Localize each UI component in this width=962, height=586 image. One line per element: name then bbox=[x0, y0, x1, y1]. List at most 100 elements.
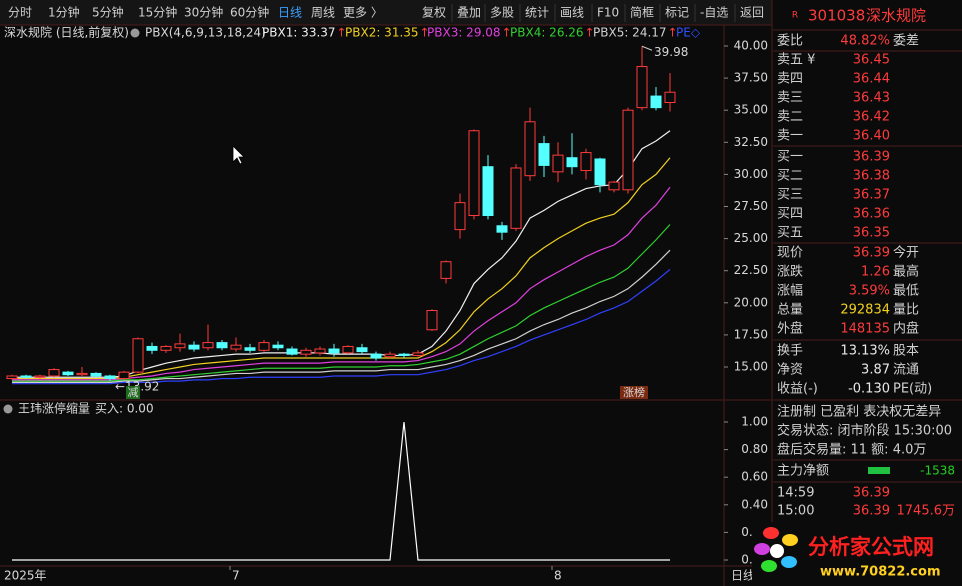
candle bbox=[580, 148, 592, 180]
candle-body bbox=[622, 109, 634, 191]
row-value: 36.39 bbox=[853, 486, 890, 501]
row-value: 1.26 bbox=[861, 265, 890, 280]
row-label: 卖五 ¥ bbox=[777, 53, 815, 68]
toolbar-tab[interactable]: 日线 bbox=[278, 6, 302, 20]
indicator-icon[interactable] bbox=[3, 404, 13, 414]
stock-title: 深水规院 (日线,前复权) bbox=[4, 25, 129, 40]
toolbar-tab[interactable]: 更多 〉 bbox=[343, 6, 383, 20]
logo-petal bbox=[754, 543, 770, 555]
candle-body bbox=[34, 375, 46, 378]
toolbar-button[interactable]: F10 bbox=[597, 6, 619, 20]
candle bbox=[258, 340, 270, 352]
y-tick-label: 25.00 bbox=[734, 231, 768, 245]
toolbar-tab[interactable]: 周线 bbox=[311, 6, 335, 20]
candle-body bbox=[608, 181, 620, 191]
row-label: 卖一 bbox=[777, 129, 803, 144]
candle-body bbox=[202, 342, 214, 349]
candle-body bbox=[48, 369, 60, 377]
row-label: 涨幅 bbox=[777, 284, 803, 299]
row-label: 买五 bbox=[777, 226, 803, 241]
candle-body bbox=[146, 345, 158, 351]
period-label: 日线 bbox=[731, 569, 755, 583]
candle bbox=[6, 374, 18, 380]
candle-body bbox=[538, 143, 550, 166]
candle-body bbox=[524, 121, 536, 177]
candle-body bbox=[468, 130, 480, 216]
candle bbox=[328, 343, 340, 357]
row-value: 36.42 bbox=[853, 110, 890, 125]
indicator-icon[interactable] bbox=[130, 28, 140, 38]
logo-petal bbox=[781, 556, 797, 568]
toolbar-button[interactable]: 统计 bbox=[525, 6, 549, 20]
candle bbox=[286, 346, 298, 356]
toolbar-button[interactable]: 复权 bbox=[422, 6, 446, 20]
candle-body bbox=[230, 344, 242, 350]
candle-body bbox=[398, 353, 410, 356]
candle bbox=[230, 337, 242, 352]
toolbar-tab[interactable]: 5分钟 bbox=[92, 5, 124, 20]
toolbar-tab[interactable]: 1分钟 bbox=[48, 5, 80, 20]
candle-body bbox=[580, 152, 592, 172]
candle-body bbox=[286, 348, 298, 355]
candle-body bbox=[342, 345, 354, 354]
candle bbox=[468, 129, 480, 220]
indicator-line bbox=[12, 421, 670, 561]
row-extra: 最低 bbox=[893, 284, 919, 299]
row-label: 14:59 bbox=[777, 486, 814, 501]
candle bbox=[510, 164, 522, 231]
watermark-url: www.70822.com bbox=[820, 565, 941, 580]
signal-label: 涨榜 bbox=[623, 385, 645, 399]
candle bbox=[454, 193, 466, 239]
logo-petal bbox=[763, 527, 779, 539]
row-value: 36.36 bbox=[853, 207, 890, 222]
annotation-leader bbox=[641, 45, 653, 51]
candle-body bbox=[650, 95, 662, 109]
row-label: 买四 bbox=[777, 207, 803, 222]
candle-body bbox=[664, 91, 676, 103]
candle-body bbox=[510, 167, 522, 229]
row-extra: 1745.6万 bbox=[897, 504, 956, 519]
candle-body bbox=[76, 372, 88, 376]
panel-separators bbox=[773, 29, 962, 483]
toolbar-tab[interactable]: 60分钟 bbox=[230, 5, 269, 20]
candle-body bbox=[440, 261, 452, 279]
watermark-title: 分析家公式网 bbox=[808, 535, 934, 559]
logo-petal bbox=[761, 560, 777, 572]
candle-body bbox=[118, 371, 130, 380]
candle-body bbox=[636, 66, 648, 109]
toolbar-button[interactable]: -自选 bbox=[700, 6, 728, 20]
candle bbox=[412, 350, 424, 357]
pane-subtitle: 买入: 0.00 bbox=[95, 402, 154, 416]
row-extra: 量比 bbox=[893, 303, 919, 318]
candle-body bbox=[62, 371, 74, 376]
candle bbox=[398, 352, 410, 359]
x-tick-label: 7 bbox=[232, 569, 240, 583]
candle-body bbox=[454, 202, 466, 231]
row-label: 总量 bbox=[777, 303, 803, 318]
candle bbox=[370, 351, 382, 361]
candle bbox=[216, 340, 228, 351]
signal-box bbox=[126, 386, 140, 399]
row-label: 外盘 bbox=[777, 321, 803, 337]
y-tick-label: 15.00 bbox=[734, 360, 768, 374]
toolbar-button[interactable]: 多股 bbox=[490, 6, 514, 20]
badge: R bbox=[792, 11, 798, 21]
candle bbox=[76, 367, 88, 376]
toolbar-button[interactable]: 简框 bbox=[630, 6, 654, 20]
signal-label: 减 bbox=[128, 386, 139, 399]
candle bbox=[118, 370, 130, 380]
toolbar-button[interactable]: 画线 bbox=[560, 6, 584, 20]
toolbar-button[interactable]: 标记 bbox=[665, 6, 689, 20]
toolbar-tab[interactable]: 30分钟 bbox=[184, 5, 223, 20]
row-value: 3.87 bbox=[861, 363, 890, 378]
candle-body bbox=[426, 310, 438, 331]
row-label: 买一 bbox=[777, 150, 803, 165]
candle-body bbox=[300, 349, 312, 355]
toolbar-tab[interactable]: 15分钟 bbox=[138, 5, 177, 20]
info-line: 交易状态: 闭市阶段 15:30:00 bbox=[777, 423, 952, 439]
row-value: 36.37 bbox=[853, 188, 890, 203]
toolbar-button[interactable]: 返回 bbox=[740, 6, 764, 20]
toolbar-tab[interactable]: 分时 bbox=[8, 6, 32, 20]
toolbar-button[interactable]: 叠加 bbox=[457, 6, 481, 20]
